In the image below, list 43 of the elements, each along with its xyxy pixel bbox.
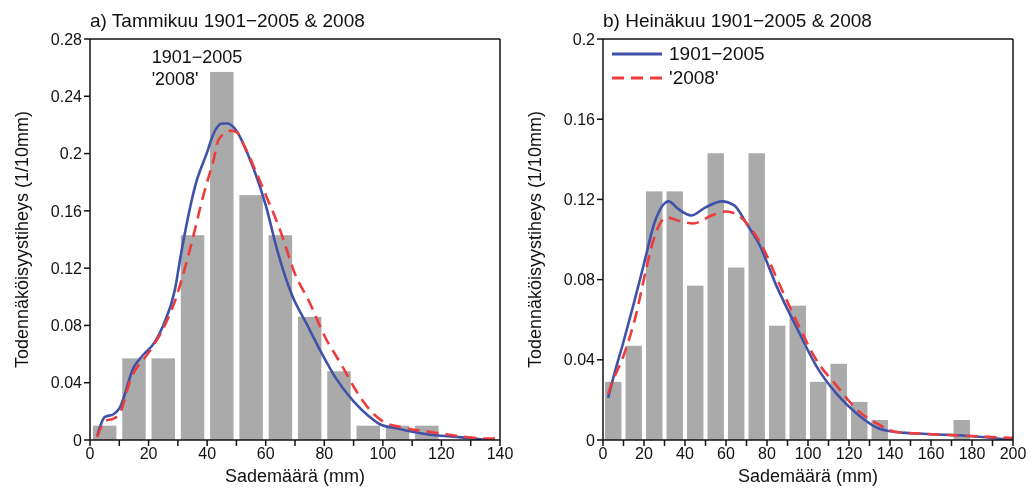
- x-tick-label: 200: [999, 445, 1027, 463]
- y-tick-label: 0.28: [50, 30, 83, 48]
- x-tick-label: 100: [369, 445, 397, 463]
- y-tick-label: 0.08: [563, 271, 596, 289]
- legend-label: 1901−2005: [669, 43, 765, 65]
- y-axis-title: Todennäköisyystiheys (1/10mm): [12, 110, 33, 369]
- y-tick-label: 0.12: [563, 191, 596, 209]
- x-tick-label: 0: [85, 445, 95, 463]
- y-axis-title: Todennäköisyystiheys (1/10mm): [525, 110, 546, 369]
- x-tick-label: 100: [794, 445, 822, 463]
- x-tick-label: 120: [428, 445, 455, 463]
- x-tick-label: 60: [256, 445, 275, 463]
- x-tick-label: 140: [486, 445, 514, 463]
- chart-title: b) Heinäkuu 1901−2005 & 2008: [603, 10, 872, 32]
- legend-label: '2008': [669, 67, 719, 89]
- x-tick-label: 40: [676, 445, 694, 463]
- y-tick-label: 0.04: [50, 374, 83, 392]
- x-tick-label: 40: [198, 445, 217, 463]
- x-tick-label: 0: [598, 445, 608, 463]
- y-tick-label: 0.24: [50, 87, 83, 105]
- y-tick-label: 0.16: [50, 202, 83, 220]
- x-tick-label: 80: [315, 445, 334, 463]
- x-tick-label: 20: [139, 445, 158, 463]
- annotation: '2008': [151, 68, 200, 90]
- y-tick-label: 0.16: [563, 110, 596, 128]
- y-tick-label: 0.2: [572, 30, 596, 48]
- chart-title: a) Tammikuu 1901−2005 & 2008: [90, 10, 365, 32]
- x-tick-label: 160: [917, 445, 945, 463]
- x-tick-label: 60: [717, 445, 735, 463]
- x-tick-label: 120: [835, 445, 863, 463]
- annotation: 1901−2005: [151, 46, 243, 68]
- x-axis-title: Sademäärä (mm): [737, 466, 879, 486]
- x-tick-label: 180: [958, 445, 986, 463]
- y-tick-label: 0.08: [50, 317, 83, 335]
- y-tick-label: 0: [586, 431, 596, 449]
- y-tick-label: 0: [73, 431, 83, 449]
- y-tick-label: 0.12: [50, 259, 83, 277]
- x-tick-label: 140: [876, 445, 904, 463]
- x-tick-label: 80: [758, 445, 776, 463]
- x-axis-title: Sademäärä (mm): [224, 466, 366, 486]
- x-tick-label: 20: [635, 445, 653, 463]
- y-tick-label: 0.2: [59, 145, 83, 163]
- y-tick-label: 0.04: [563, 351, 596, 369]
